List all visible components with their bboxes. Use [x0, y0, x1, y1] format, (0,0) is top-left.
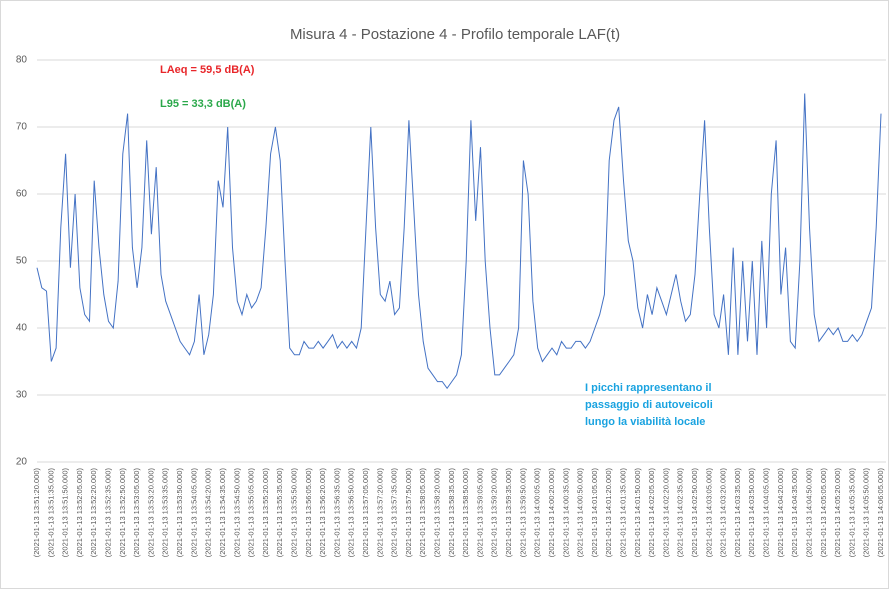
x-tick-label: (2021-01-13 14:02:35.000)	[676, 468, 685, 558]
x-tick-label: (2021-01-13 13:55:20.000)	[261, 468, 270, 558]
x-tick-label: (2021-01-13 13:56:20.000)	[318, 468, 327, 558]
x-tick-label: (2021-01-13 13:51:50.000)	[61, 468, 70, 558]
x-tick-label: (2021-01-13 14:00:35.000)	[561, 468, 570, 558]
x-tick-label: (2021-01-13 14:02:50.000)	[690, 468, 699, 558]
x-tick-label: (2021-01-13 13:59:20.000)	[490, 468, 499, 558]
x-tick-label: (2021-01-13 14:02:20.000)	[661, 468, 670, 558]
x-tick-label: (2021-01-13 13:54:05.000)	[189, 468, 198, 558]
x-tick-label: (2021-01-13 14:01:05.000)	[590, 468, 599, 558]
data-line	[36, 93, 882, 390]
y-tick-label: 80	[16, 55, 28, 66]
x-tick-label: (2021-01-13 13:53:35.000)	[161, 468, 170, 558]
x-tick-label: (2021-01-13 13:52:20.000)	[89, 468, 98, 558]
x-tick-label: (2021-01-13 14:05:50.000)	[862, 468, 871, 558]
x-tick-label: (2021-01-13 13:57:50.000)	[404, 468, 413, 558]
annotation: LAeq = 59,5 dB(A)	[160, 64, 255, 76]
y-tick-label: 70	[16, 122, 28, 133]
x-tick-label: (2021-01-13 13:51:35.000)	[46, 468, 55, 558]
x-tick-label: (2021-01-13 14:03:50.000)	[747, 468, 756, 558]
x-tick-label: (2021-01-13 13:59:05.000)	[475, 468, 484, 558]
x-tick-label: (2021-01-13 13:52:50.000)	[118, 468, 127, 558]
x-tick-label: (2021-01-13 13:52:35.000)	[104, 468, 113, 558]
x-tick-label: (2021-01-13 14:04:20.000)	[776, 468, 785, 558]
x-tick-label: (2021-01-13 14:02:05.000)	[647, 468, 656, 558]
x-tick-label: (2021-01-13 13:56:05.000)	[304, 468, 313, 558]
x-tick-label: (2021-01-13 13:54:35.000)	[218, 468, 227, 558]
x-tick-label: (2021-01-13 14:06:05.000)	[876, 468, 885, 558]
x-tick-label: (2021-01-13 13:55:50.000)	[289, 468, 298, 558]
y-tick-label: 40	[16, 323, 28, 334]
y-tick-label: 30	[16, 390, 28, 401]
x-tick-label: (2021-01-13 14:03:05.000)	[704, 468, 713, 558]
x-tick-label: (2021-01-13 14:05:05.000)	[819, 468, 828, 558]
x-tick-label: (2021-01-13 14:00:20.000)	[547, 468, 556, 558]
x-tick-label: (2021-01-13 14:03:20.000)	[719, 468, 728, 558]
y-tick-label: 20	[16, 457, 28, 468]
x-tick-label: (2021-01-13 14:05:20.000)	[833, 468, 842, 558]
x-tick-label: (2021-01-13 13:58:05.000)	[418, 468, 427, 558]
x-tick-label: (2021-01-13 14:01:50.000)	[633, 468, 642, 558]
x-tick-label: (2021-01-13 14:00:05.000)	[533, 468, 542, 558]
x-tick-label: (2021-01-13 13:57:20.000)	[375, 468, 384, 558]
x-tick-label: (2021-01-13 13:55:05.000)	[247, 468, 256, 558]
x-tick-label: (2021-01-13 13:58:50.000)	[461, 468, 470, 558]
x-tick-label: (2021-01-13 13:51:20.000)	[32, 468, 41, 558]
x-tick-label: (2021-01-13 14:04:50.000)	[804, 468, 813, 558]
x-tick-label: (2021-01-13 13:54:20.000)	[204, 468, 213, 558]
x-tick-label: (2021-01-13 13:59:35.000)	[504, 468, 513, 558]
annotation: L95 = 33,3 dB(A)	[160, 98, 246, 110]
x-tick-label: (2021-01-13 14:01:35.000)	[618, 468, 627, 558]
x-tick-label: (2021-01-13 13:57:05.000)	[361, 468, 370, 558]
x-tick-label: (2021-01-13 14:00:50.000)	[576, 468, 585, 558]
annotation: passaggio di autoveicoli	[585, 399, 713, 411]
annotation: I picchi rappresentano il	[585, 382, 712, 394]
x-tick-label: (2021-01-13 13:55:35.000)	[275, 468, 284, 558]
x-tick-label: (2021-01-13 13:58:20.000)	[433, 468, 442, 558]
x-tick-label: (2021-01-13 13:53:05.000)	[132, 468, 141, 558]
x-tick-label: (2021-01-13 13:58:35.000)	[447, 468, 456, 558]
x-tick-label: (2021-01-13 14:04:05.000)	[762, 468, 771, 558]
x-tick-label: (2021-01-13 13:56:50.000)	[347, 468, 356, 558]
x-tick-label: (2021-01-13 13:52:05.000)	[75, 468, 84, 558]
annotation: lungo la viabilità locale	[585, 416, 705, 428]
x-tick-label: (2021-01-13 14:03:35.000)	[733, 468, 742, 558]
y-tick-label: 50	[16, 256, 28, 267]
x-tick-label: (2021-01-13 13:53:20.000)	[146, 468, 155, 558]
x-tick-label: (2021-01-13 13:56:35.000)	[332, 468, 341, 558]
x-tick-label: (2021-01-13 13:54:50.000)	[232, 468, 241, 558]
x-tick-label: (2021-01-13 14:04:35.000)	[790, 468, 799, 558]
x-tick-label: (2021-01-13 13:59:50.000)	[518, 468, 527, 558]
x-tick-label: (2021-01-13 14:01:20.000)	[604, 468, 613, 558]
chart-title: Misura 4 - Postazione 4 - Profilo tempor…	[290, 26, 620, 43]
x-tick-label: (2021-01-13 14:05:35.000)	[847, 468, 856, 558]
y-tick-label: 60	[16, 189, 28, 200]
x-tick-label: (2021-01-13 13:53:50.000)	[175, 468, 184, 558]
x-tick-label: (2021-01-13 13:57:35.000)	[390, 468, 399, 558]
